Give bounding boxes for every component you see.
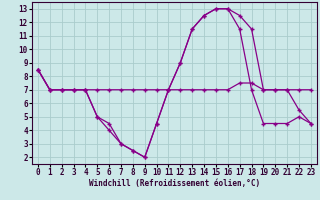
X-axis label: Windchill (Refroidissement éolien,°C): Windchill (Refroidissement éolien,°C)	[89, 179, 260, 188]
